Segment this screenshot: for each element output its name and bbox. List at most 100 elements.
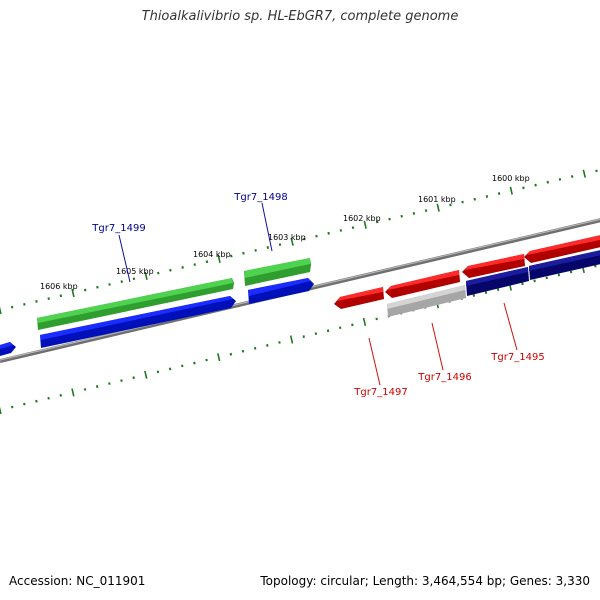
track-tick [156, 370, 160, 374]
track-tick [315, 234, 318, 238]
track-tick [302, 335, 305, 339]
track-tick [266, 343, 269, 347]
track-tick [351, 226, 355, 230]
topology-text: Topology: circular; Length: 3,464,554 bp… [260, 574, 590, 588]
track-tick [485, 194, 489, 198]
track-tick [254, 248, 257, 252]
track-tick [217, 353, 221, 362]
map-title: Thioalkalivibrio sp. HL-EbGR7, complete … [141, 9, 459, 24]
track-tick [339, 229, 343, 232]
track-tick [96, 285, 99, 289]
track-tick [23, 302, 26, 306]
track-tick [545, 276, 548, 280]
track-tick [35, 399, 38, 403]
track-tick [558, 177, 562, 181]
track-tick [157, 271, 160, 275]
ruler-label: 1605 kbp [116, 267, 154, 276]
track-tick [303, 237, 306, 241]
track-tick [338, 326, 342, 330]
track-tick [484, 291, 488, 294]
track-tick [497, 192, 501, 195]
track-tick [120, 379, 123, 383]
cds-arrow[interactable] [524, 233, 600, 263]
track-tick [253, 346, 257, 350]
gene-leader-line [261, 202, 273, 252]
cds-arrow[interactable] [244, 258, 311, 286]
gene-label[interactable]: Tgr7_1499 [91, 223, 145, 234]
track-tick [168, 367, 172, 371]
ruler-label: 1603 kbp [268, 233, 306, 242]
cds-arrow[interactable] [37, 278, 234, 330]
track-tick [193, 361, 196, 365]
track-tick [473, 197, 476, 201]
track-tick [461, 200, 464, 204]
track-tick [278, 341, 281, 344]
track-tick [375, 317, 378, 321]
track-tick [132, 376, 135, 380]
cds-arrow[interactable] [385, 270, 460, 298]
track-tick [594, 264, 597, 268]
track-tick [289, 335, 294, 344]
gene-label[interactable]: Tgr7_1496 [417, 372, 471, 383]
track-tick [400, 214, 403, 218]
track-tick [362, 317, 367, 326]
track-tick [569, 270, 573, 274]
ruler-label: 1604 kbp [193, 250, 231, 259]
track-tick [412, 212, 416, 215]
gene-label[interactable]: Tgr7_1495 [490, 352, 544, 363]
track-tick [314, 332, 318, 336]
cds-arrow[interactable] [0, 342, 16, 356]
ruler-label: 1602 kbp [343, 214, 381, 223]
track-tick [205, 260, 209, 264]
track-tick [290, 237, 294, 246]
track-tick [363, 220, 367, 229]
track-tick [521, 282, 524, 286]
track-tick [59, 393, 62, 397]
track-tick [241, 349, 245, 353]
track-tick [108, 382, 111, 385]
track-tick [509, 186, 513, 195]
track-tick [83, 288, 87, 292]
gene-leader-line [368, 337, 381, 386]
track-tick [327, 231, 330, 235]
track-tick [120, 280, 123, 284]
cds-block[interactable] [529, 248, 600, 280]
gene-label[interactable]: Tgr7_1497 [353, 387, 407, 398]
track-tick [217, 254, 221, 263]
track-tick [181, 364, 184, 368]
track-tick [557, 273, 561, 277]
track-tick [496, 288, 500, 292]
cds-block[interactable] [466, 267, 529, 296]
track-tick [0, 406, 2, 415]
track-tick [144, 271, 148, 280]
track-tick [534, 183, 537, 187]
track-tick [388, 217, 391, 221]
track-tick [132, 277, 136, 281]
gene-leader-line [431, 322, 444, 371]
track-tick [181, 265, 184, 269]
cds-arrow[interactable] [40, 296, 236, 348]
track-tick [351, 323, 354, 327]
track-tick [205, 358, 208, 362]
cds-arrow[interactable] [462, 254, 525, 278]
gene-label[interactable]: Tgr7_1498 [233, 192, 287, 203]
track-tick [229, 352, 233, 356]
track-tick [23, 402, 26, 406]
track-tick [59, 294, 63, 298]
track-tick [230, 254, 233, 258]
cds-arrow[interactable] [248, 278, 314, 304]
track-tick [326, 329, 330, 333]
cds-arrow[interactable] [334, 287, 384, 309]
ruler-label: 1606 kbp [40, 282, 78, 291]
track-tick [83, 388, 87, 391]
track-tick [10, 405, 14, 409]
track-tick [582, 169, 586, 178]
track-tick [95, 385, 99, 388]
track-tick [376, 220, 379, 224]
track-tick [436, 203, 440, 212]
gene-leader-line [118, 234, 131, 283]
cds-block[interactable] [387, 285, 466, 317]
track-tick [71, 288, 75, 298]
ruler-label: 1601 kbp [418, 195, 456, 204]
accession-text: Accession: NC_011901 [9, 574, 146, 588]
